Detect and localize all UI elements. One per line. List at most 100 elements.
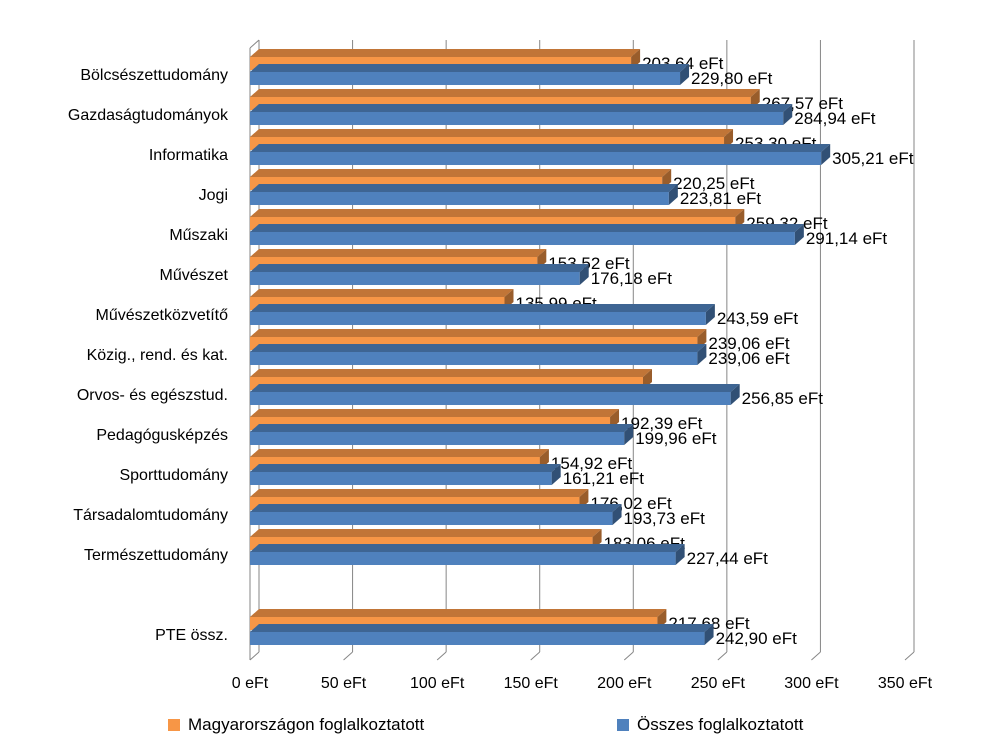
data-label: 305,21 eFt xyxy=(832,149,914,168)
bar-top-2 xyxy=(250,384,740,392)
y-category-label: Műszaki xyxy=(169,227,228,244)
x-tick-label: 250 eFt xyxy=(691,675,746,692)
bar-2 xyxy=(250,112,784,125)
y-category-label: Sporttudomány xyxy=(119,467,228,484)
bar-2 xyxy=(250,232,795,245)
y-category-label: PTE össz. xyxy=(155,627,228,644)
data-label: 176,18 eFt xyxy=(591,269,673,288)
y-category-label: Természettudomány xyxy=(84,547,228,564)
y-category-label: Orvos- és egészstud. xyxy=(77,387,228,404)
y-category-label: Informatika xyxy=(149,147,228,164)
data-label: 223,81 eFt xyxy=(680,189,762,208)
gridline-floor xyxy=(530,651,541,661)
bar-top-1 xyxy=(250,169,672,177)
gridline-floor xyxy=(811,651,821,661)
data-label: 227,44 eFt xyxy=(687,549,769,568)
bar-top-1 xyxy=(250,609,667,617)
bar-top-2 xyxy=(250,624,714,632)
data-label: 239,06 eFt xyxy=(708,349,790,368)
y-category-label: Társadalomtudomány xyxy=(73,507,228,524)
y-axis-top xyxy=(249,39,260,49)
bar-2 xyxy=(250,72,681,85)
bar-side-2 xyxy=(680,64,690,85)
bar-top-2 xyxy=(250,264,589,272)
x-tick-label: 200 eFt xyxy=(597,675,652,692)
bar-top-2 xyxy=(250,344,707,352)
bar-top-2 xyxy=(250,64,690,72)
y-category-label: Művészetközvetítő xyxy=(96,307,229,324)
bar-2 xyxy=(250,472,552,485)
bar-side-2 xyxy=(794,224,804,245)
bar-2 xyxy=(250,632,705,645)
gridline-floor xyxy=(904,651,915,661)
data-label: 199,96 eFt xyxy=(635,429,717,448)
bar-side-2 xyxy=(675,544,685,565)
gridline-floor xyxy=(249,651,260,661)
bar-top-1 xyxy=(250,329,707,337)
bar-side-2 xyxy=(551,464,561,485)
y-category-label: Művészet xyxy=(160,267,229,284)
legend-label-series-2: Összes foglalkoztatott xyxy=(637,715,804,734)
bar-top-2 xyxy=(250,544,685,552)
bar-top-2 xyxy=(250,144,831,152)
legend-item-series-2: Összes foglalkoztatott xyxy=(617,712,803,738)
bar-2 xyxy=(250,552,676,565)
y-category-label: Pedagógusképzés xyxy=(96,427,228,444)
legend-swatch-series-2 xyxy=(617,719,629,731)
bar-top-2 xyxy=(250,304,715,312)
data-label: 242,90 eFt xyxy=(716,629,798,648)
y-category-label: Gazdaságtudományok xyxy=(68,107,229,124)
gridline-floor xyxy=(717,651,728,661)
bar-top-1 xyxy=(250,129,734,137)
gridline-floor xyxy=(436,651,447,661)
bar-top-1 xyxy=(250,489,589,497)
bar-2 xyxy=(250,152,822,165)
bar-top-1 xyxy=(250,369,652,377)
x-tick-label: 300 eFt xyxy=(784,675,839,692)
bar-side-2 xyxy=(730,384,740,405)
data-label: 220,25 eFt xyxy=(673,174,755,193)
bar-side-2 xyxy=(697,344,707,365)
data-label: 239,06 eFt xyxy=(708,334,790,353)
bar-top-1 xyxy=(250,289,514,297)
data-label: 193,73 eFt xyxy=(624,509,706,528)
legend-item-series-1: Magyarországon foglalkoztatott xyxy=(168,712,424,738)
bar-side-2 xyxy=(705,304,715,325)
bar-top-1 xyxy=(250,529,602,537)
data-label: 192,39 eFt xyxy=(621,414,703,433)
x-tick-label: 350 eFt xyxy=(878,675,933,692)
x-tick-label: 0 eFt xyxy=(232,675,269,692)
data-label: 243,59 eFt xyxy=(717,309,799,328)
bar-top-2 xyxy=(250,464,561,472)
bar-top-2 xyxy=(250,184,678,192)
y-category-label: Jogi xyxy=(199,187,228,204)
gridline-floor xyxy=(623,651,634,661)
bar-top-1 xyxy=(250,49,641,57)
bar-2 xyxy=(250,512,613,525)
bar-side-2 xyxy=(668,184,678,205)
data-label: 161,21 eFt xyxy=(563,469,645,488)
bar-2 xyxy=(250,192,669,205)
data-label: 256,85 eFt xyxy=(742,389,824,408)
bar-2 xyxy=(250,432,625,445)
data-label: 284,94 eFt xyxy=(794,109,876,128)
y-category-label: Bölcsészettudomány xyxy=(80,67,228,84)
data-label: 291,14 eFt xyxy=(806,229,888,248)
data-label: 229,80 eFt xyxy=(691,69,773,88)
bar-top-2 xyxy=(250,504,622,512)
bar-side-2 xyxy=(624,424,634,445)
bar-top-2 xyxy=(250,104,793,112)
bar-2 xyxy=(250,392,731,405)
bar-top-2 xyxy=(250,224,804,232)
x-tick-label: 150 eFt xyxy=(504,675,559,692)
bar-side-2 xyxy=(612,504,622,525)
legend-label-series-1: Magyarországon foglalkoztatott xyxy=(188,715,425,734)
bar-top-1 xyxy=(250,89,760,97)
bar-side-2 xyxy=(821,144,831,165)
bar-2 xyxy=(250,312,706,325)
bar-top-1 xyxy=(250,409,620,417)
bar-top-2 xyxy=(250,424,634,432)
bar-top-1 xyxy=(250,449,549,457)
bar-side-2 xyxy=(704,624,714,645)
